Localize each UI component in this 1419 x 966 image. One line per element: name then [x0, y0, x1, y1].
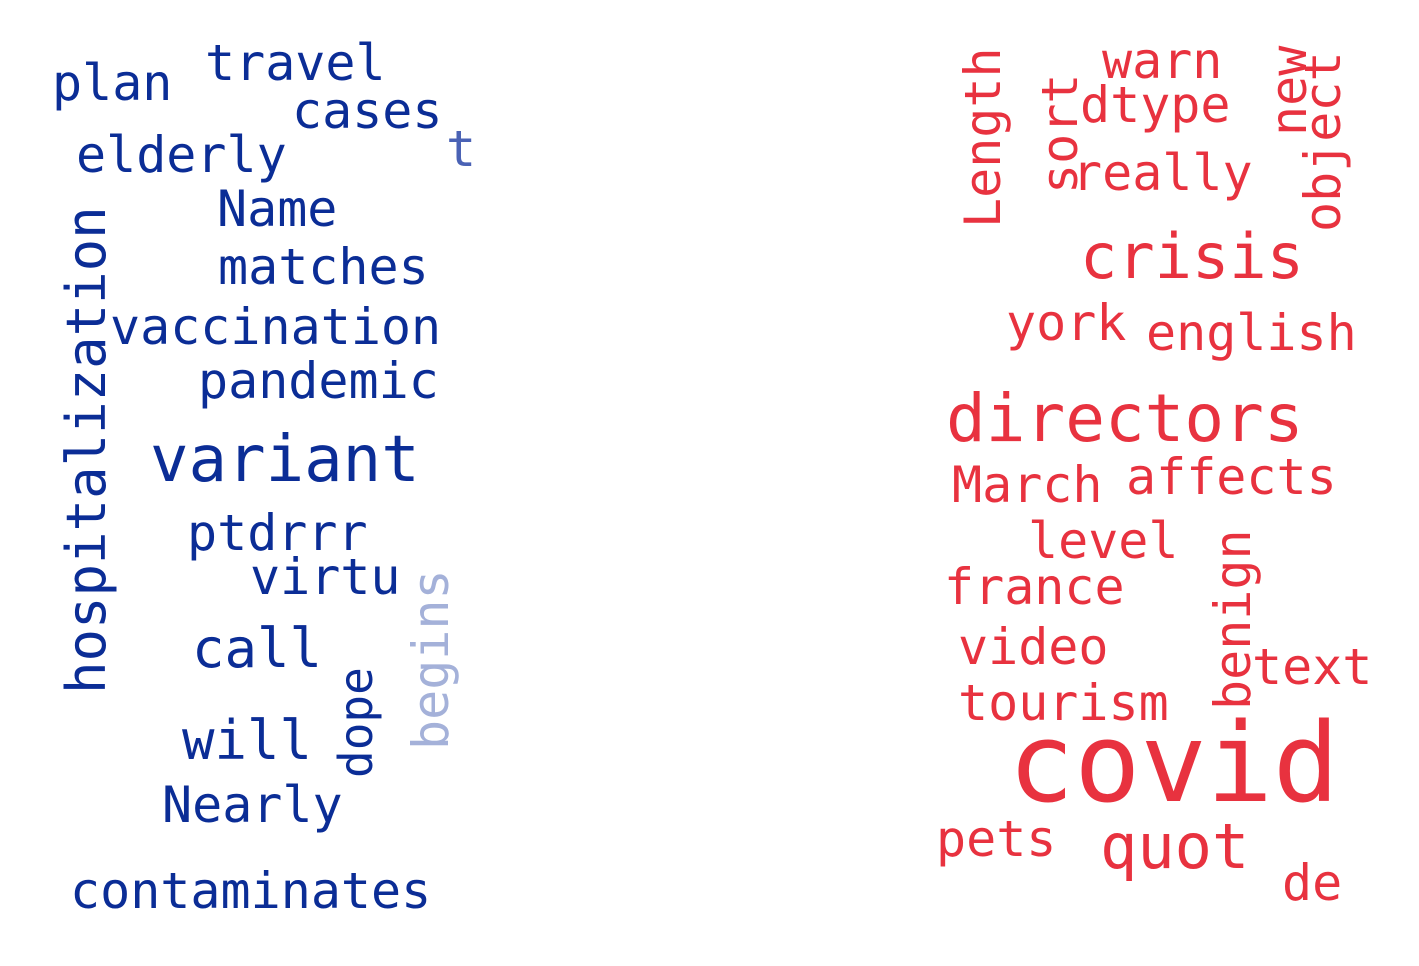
word-t: t: [446, 120, 477, 178]
word-march: March: [952, 456, 1103, 514]
right-word-cloud: Length warn sort dtype new object really…: [700, 0, 1419, 966]
word-nearly: Nearly: [162, 776, 343, 834]
word-matches: matches: [218, 238, 429, 296]
word-elderly: elderly: [76, 126, 287, 184]
word-ptdrrr: ptdrrr: [187, 504, 368, 562]
word-begins: begins: [402, 569, 460, 750]
left-word-cloud: plan travel cases t elderly Name matches…: [0, 0, 700, 966]
word-cases: cases: [292, 82, 443, 140]
word-quot: quot: [1100, 810, 1250, 883]
word-directors: directors: [946, 380, 1304, 457]
word-hospitalization: hospitalization: [55, 206, 118, 694]
word-really: really: [1072, 144, 1253, 202]
word-pandemic: pandemic: [198, 352, 439, 410]
word-text: text: [1252, 638, 1373, 696]
word-will: will: [182, 709, 313, 772]
word-vaccination: vaccination: [110, 298, 442, 356]
word-dope: dope: [329, 667, 383, 778]
word-name: Name: [217, 180, 338, 238]
word-plan: plan: [52, 54, 173, 112]
word-tourism: tourism: [958, 674, 1169, 732]
word-crisis: crisis: [1080, 220, 1304, 293]
word-variant: variant: [150, 423, 420, 497]
word-de: de: [1282, 854, 1343, 912]
word-france: france: [944, 558, 1125, 616]
word-pets: pets: [936, 810, 1057, 868]
word-benign: benign: [1204, 529, 1262, 710]
word-affects: affects: [1126, 448, 1337, 506]
word-contaminates: contaminates: [70, 862, 432, 920]
word-english: english: [1146, 304, 1357, 362]
word-dtype: dtype: [1080, 76, 1231, 134]
word-length: Length: [954, 47, 1012, 228]
word-travel: travel: [205, 34, 386, 92]
word-level: level: [1028, 512, 1179, 570]
word-video: video: [958, 618, 1109, 676]
word-covid: covid: [1008, 699, 1340, 827]
word-call: call: [192, 617, 323, 680]
word-york: york: [1006, 294, 1127, 352]
word-virtu: virtu: [250, 548, 401, 606]
word-warn: warn: [1102, 32, 1223, 90]
word-object: object: [1294, 51, 1352, 232]
